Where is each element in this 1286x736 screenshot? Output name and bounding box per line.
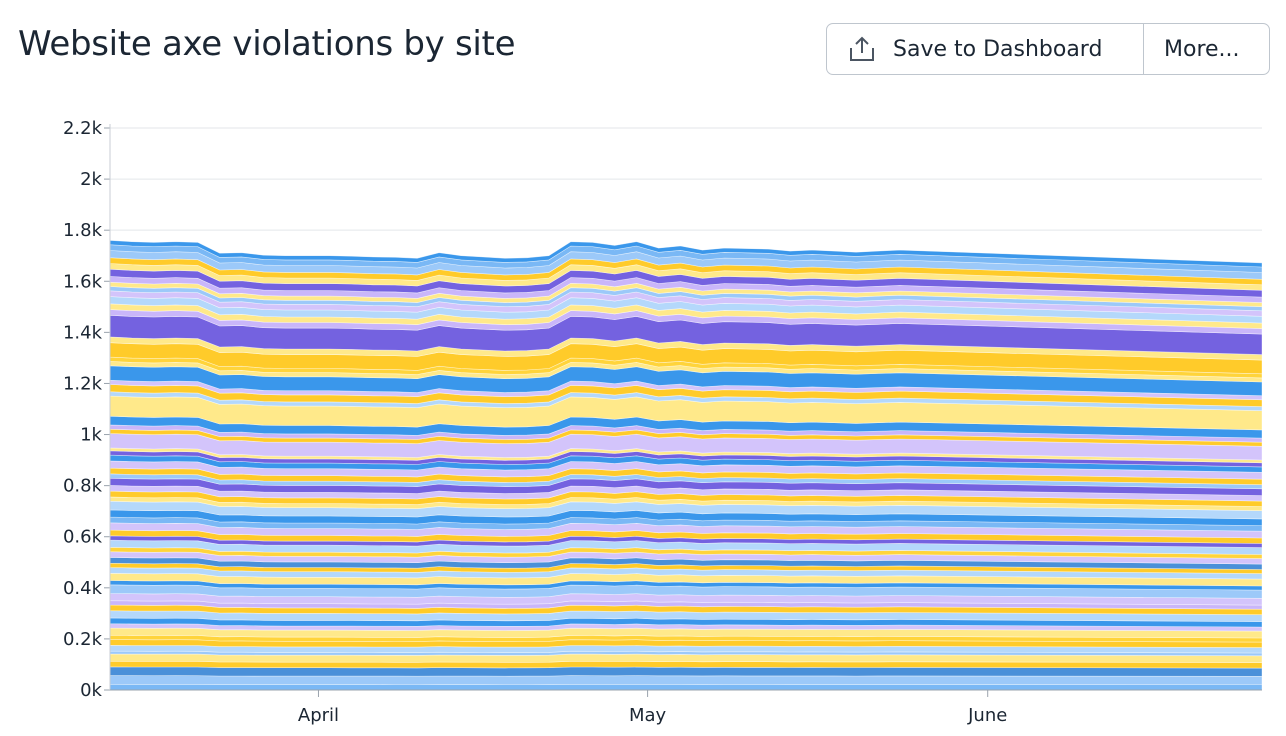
y-tick-label: 2.2k <box>63 118 103 139</box>
area-band <box>109 675 1263 685</box>
area-bands <box>109 240 1263 691</box>
more-button[interactable]: More... <box>1144 24 1269 74</box>
x-tick-label: April <box>298 705 339 726</box>
x-tick-label: May <box>629 705 667 726</box>
save-to-dashboard-button[interactable]: Save to Dashboard <box>827 24 1144 74</box>
y-tick-label: 1.6k <box>63 271 103 292</box>
y-tick-label: 2k <box>80 169 102 190</box>
x-tick-label: June <box>967 705 1007 726</box>
more-label: More... <box>1164 36 1240 62</box>
y-tick-label: 1k <box>80 425 102 446</box>
action-button-group: Save to Dashboard More... <box>826 23 1270 75</box>
y-tick-label: 0k <box>80 680 102 701</box>
y-tick-label: 1.2k <box>63 373 103 394</box>
area-band <box>109 683 1263 691</box>
axes: 0k 0.2k 0.4k 0.6k 0.8k 1k 1.2k 1.4k 1.6k 1.8k 2k 2.… <box>63 118 1262 726</box>
chart-title: Website axe violations by site <box>18 24 516 64</box>
y-tick-label: 0.6k <box>63 527 103 548</box>
save-to-dashboard-label: Save to Dashboard <box>893 36 1103 62</box>
y-tick-label: 1.4k <box>63 322 103 343</box>
y-tick-label: 1.8k <box>63 220 103 241</box>
y-tick-label: 0.8k <box>63 476 103 497</box>
y-tick-label: 0.4k <box>63 578 103 599</box>
area-band <box>109 240 1263 268</box>
area-band <box>109 666 1263 677</box>
y-tick-label: 0.2k <box>63 629 103 650</box>
upload-icon <box>850 36 874 61</box>
